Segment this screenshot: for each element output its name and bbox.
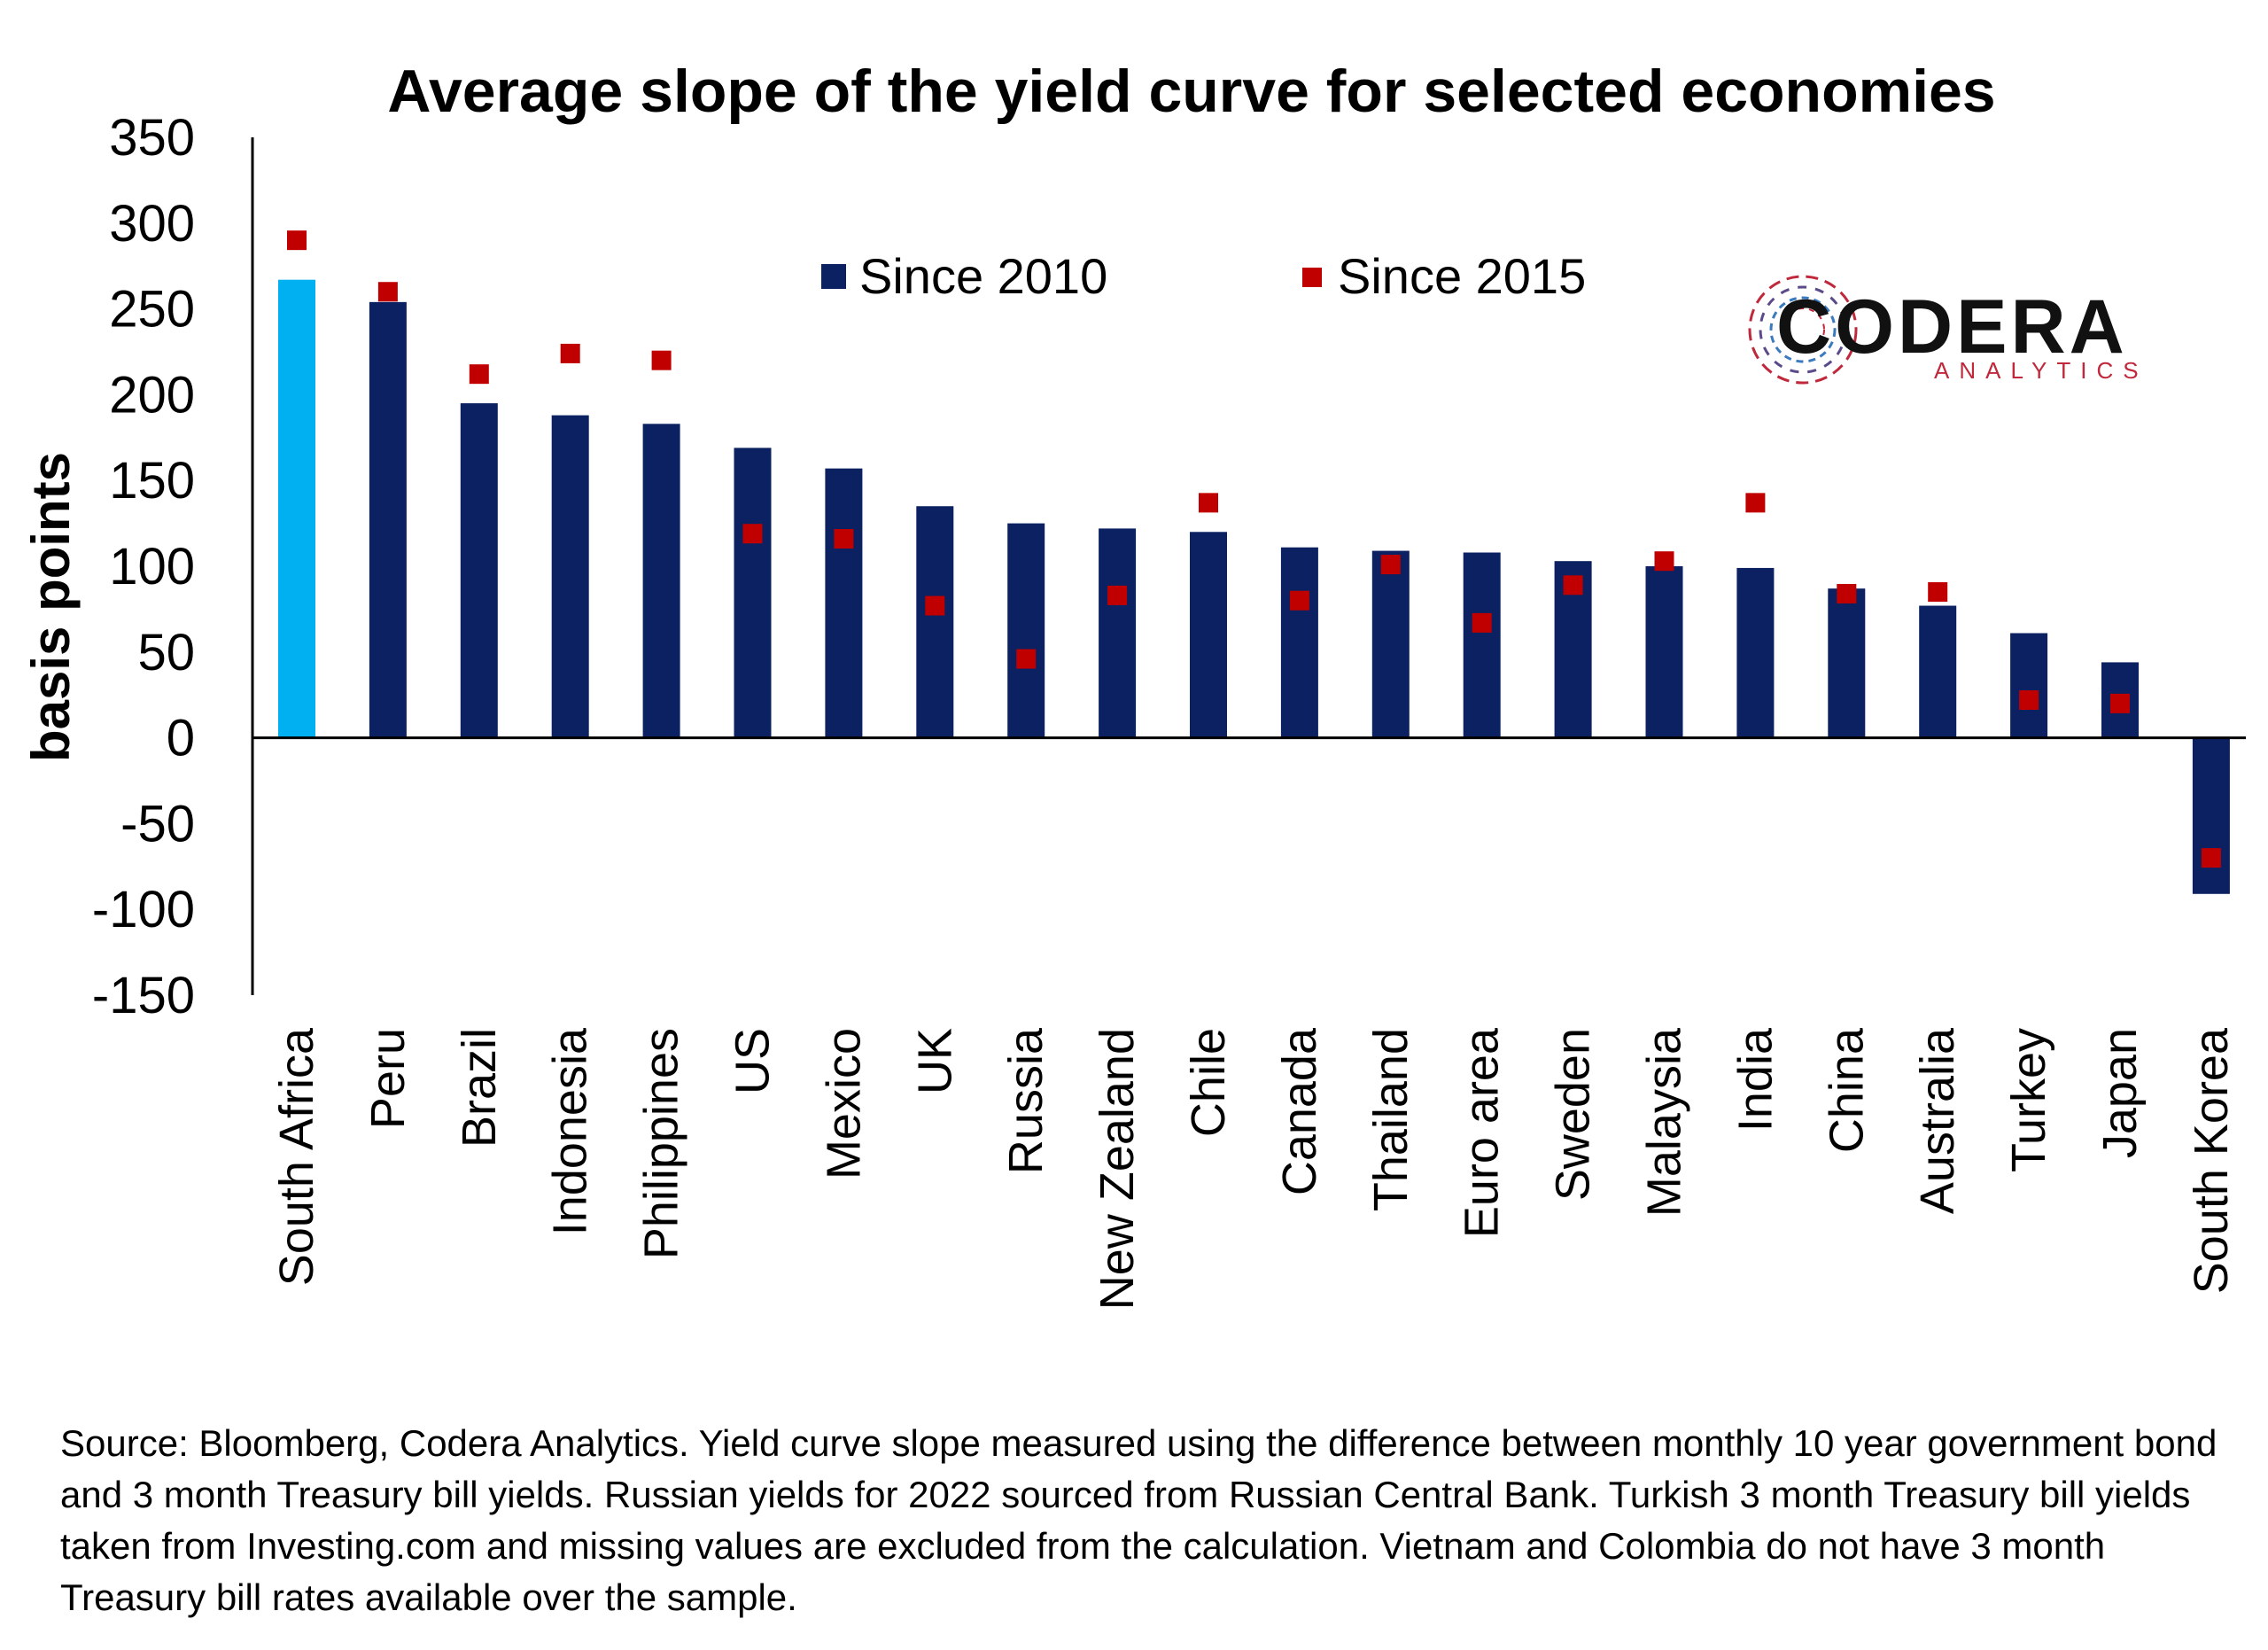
marker-since-2015 [2019,690,2039,711]
marker-since-2015 [287,230,307,251]
y-tick-label: 200 [109,366,195,424]
y-tick-label: -50 [120,795,195,852]
x-category-label: Peru [361,1028,415,1129]
bar-since-2010 [1828,588,1866,738]
bar-since-2010 [278,279,315,738]
y-tick-label: 350 [109,109,195,167]
marker-since-2015 [1563,575,1583,595]
y-tick-label: 250 [109,281,195,339]
x-category-label: Japan [2093,1028,2147,1158]
x-category-label: Turkey [2002,1028,2055,1172]
legend-label-since-2010: Since 2010 [859,248,1107,304]
circuit-circle-icon [1748,275,1858,385]
y-axis-label: basis points [21,452,81,762]
marker-since-2015 [1016,649,1037,669]
y-tick-label: 0 [167,710,195,767]
bar-since-2010 [551,415,589,738]
marker-since-2015 [1837,583,1857,603]
bar-since-2010 [1280,547,1318,738]
x-category-label: China [1820,1027,1873,1153]
bar-since-2010 [1919,605,1957,738]
bar-since-2010 [916,506,954,738]
bar-since-2010 [369,301,407,738]
legend-swatch-since-2010 [821,264,846,289]
bar-since-2010 [1736,567,1775,738]
x-category-label: South Korea [2185,1027,2238,1294]
bar-since-2010 [642,424,680,738]
bar-since-2010 [1190,532,1227,738]
logo-tagline: ANALYTICS [1934,357,2148,384]
x-category-label: Mexico [817,1028,870,1179]
x-category-label: US [726,1028,780,1094]
axes [251,137,2246,995]
marker-since-2015 [1654,551,1674,572]
marker-since-2015 [1107,585,1128,605]
marker-since-2015 [1380,555,1401,575]
marker-since-2015 [1199,493,1218,513]
marker-since-2015 [651,350,672,370]
x-axis-category-labels: South Africa Peru Brazil Indonesia Philippin… [270,1027,2238,1310]
bar-since-2010 [460,403,498,738]
y-tick-label: 50 [137,624,195,681]
legend-swatch-since-2015 [1302,268,1322,287]
x-category-label: Canada [1273,1027,1326,1195]
y-tick-label: 100 [109,538,195,595]
x-category-label: India [1728,1027,1782,1132]
x-category-label: Indonesia [544,1027,597,1235]
marker-since-2015 [1472,612,1492,633]
marker-since-2015 [560,343,580,363]
marker-since-2015 [469,364,489,385]
legend: Since 2010 Since 2015 [821,248,1586,304]
marker-since-2015 [1745,493,1766,513]
bar-since-2010 [2010,633,2048,738]
bar-since-2010 [1007,523,1045,738]
x-category-label: Euro area [1456,1027,1509,1238]
x-category-label: Russia [999,1027,1052,1174]
x-category-label: Philippines [635,1028,688,1259]
x-category-label: New Zealand [1091,1028,1144,1310]
bar-since-2010 [825,468,863,738]
chart-title: Average slope of the yield curve for sel… [387,58,1995,125]
x-category-label: UK [908,1028,961,1094]
bar-since-2010 [1099,528,1137,738]
y-tick-label: 300 [109,195,195,253]
y-tick-label: -150 [92,967,195,1024]
marker-since-2015 [925,595,945,616]
bar-since-2010 [2192,737,2230,894]
x-category-label: Australia [1911,1027,1964,1214]
codera-logo: CODERA ANALYTICS [1748,275,2148,385]
marker-since-2015 [2110,693,2130,713]
bar-since-2010 [734,448,772,738]
y-tick-label: -100 [92,881,195,938]
source-note: Source: Bloomberg, Codera Analytics. Yie… [60,1422,2218,1618]
logo-wordmark: CODERA [1776,284,2128,370]
bars-since-2010 [278,279,2230,894]
y-axis-ticks: 350 300 250 200 150 100 50 0 -50 -100 -150 [92,109,195,1024]
x-category-label: Sweden [1547,1028,1600,1201]
x-category-label: South Africa [270,1027,323,1286]
marker-since-2015 [834,529,854,549]
x-category-label: Malaysia [1638,1027,1691,1217]
marker-since-2015 [377,282,398,302]
x-category-label: Thailand [1364,1028,1418,1211]
bar-since-2010 [1371,550,1410,738]
x-category-label: Brazil [453,1028,506,1148]
marker-since-2015 [742,524,763,544]
y-tick-label: 150 [109,452,195,510]
marker-since-2015 [2201,848,2221,868]
marker-since-2015 [1928,582,1948,603]
x-category-label: Chile [1182,1028,1235,1137]
bar-since-2010 [1463,552,1501,738]
marker-since-2015 [1289,590,1309,611]
legend-label-since-2015: Since 2015 [1338,248,1586,304]
markers-since-2015 [287,230,2221,868]
bar-since-2010 [1645,566,1683,738]
